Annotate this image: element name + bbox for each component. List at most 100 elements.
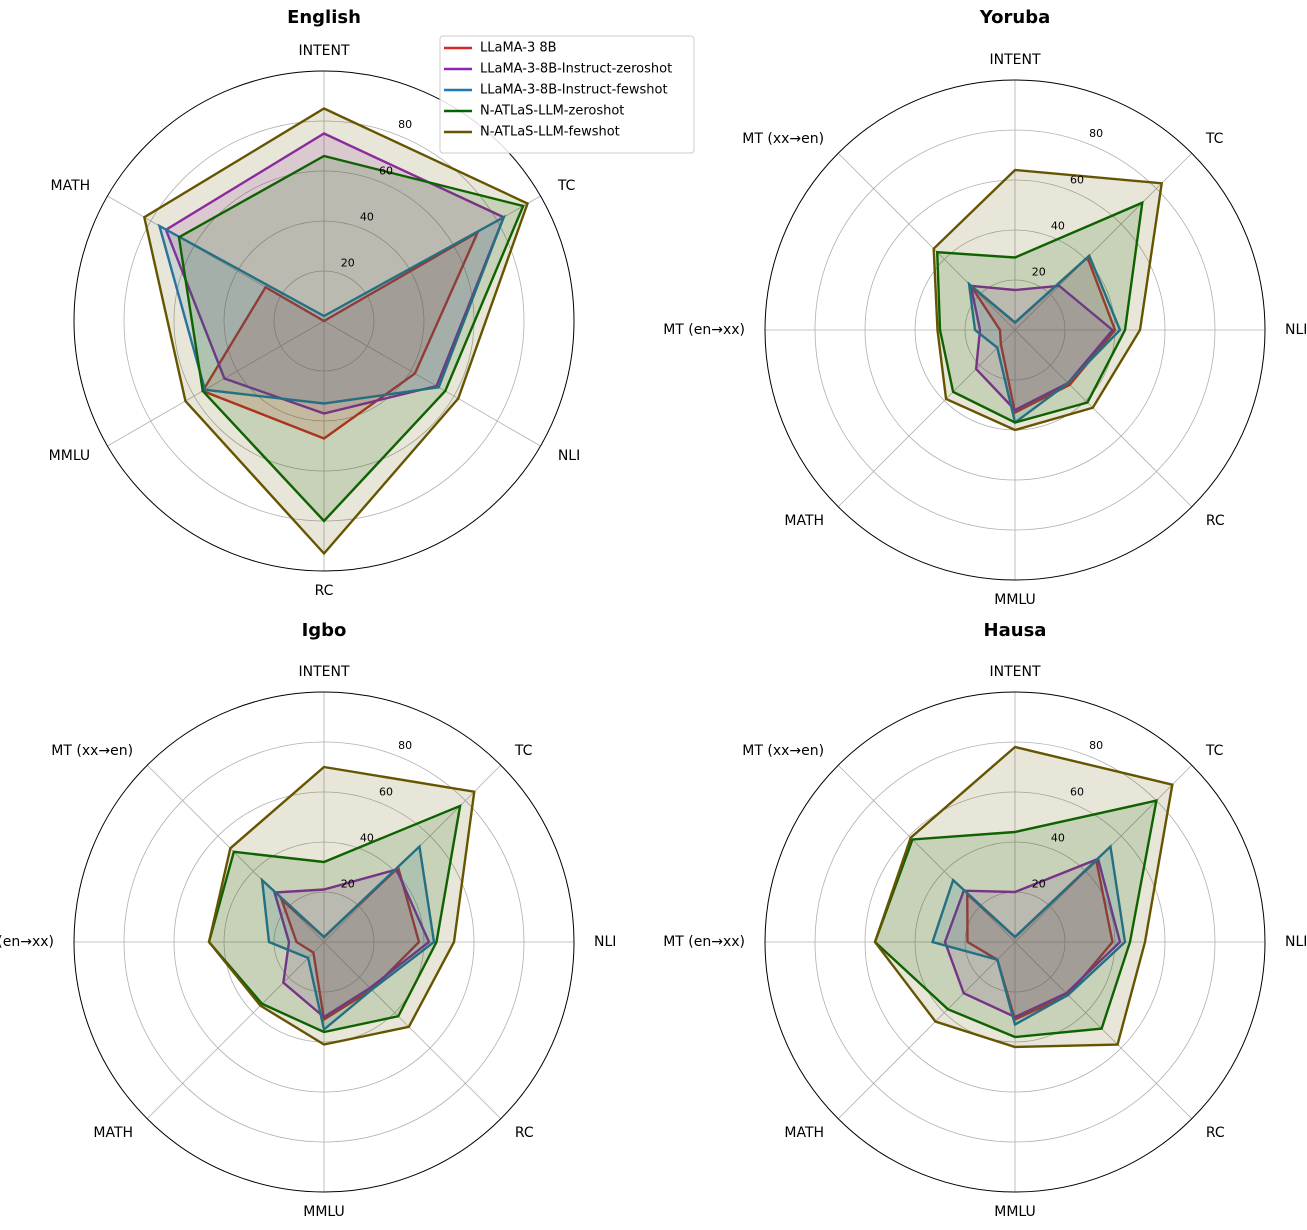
spoke [107,320,325,447]
axis-label: MT (xx→en) [51,743,133,759]
spoke [146,941,325,1120]
spoke [837,152,1016,331]
y-tick-label: 80 [1089,739,1103,752]
axis-label: RC [315,583,334,599]
y-tick-label: 80 [398,739,412,752]
series-line [260,844,436,1032]
spoke [837,764,1016,943]
series-line [272,868,431,1019]
series-area [209,767,475,1045]
series-area [281,867,419,1020]
axis-label: TC [514,743,533,759]
axis-label: TC [557,178,576,194]
series-area [932,846,1125,1025]
y-tick-label: 80 [1089,127,1103,140]
legend-label: LLaMA-3 8B [480,41,557,56]
series-area [933,170,1162,430]
series-line [966,858,1114,1022]
axis-label: MATH [784,1125,824,1141]
radar-panel: INTENT TC NLI RC MMLU MATH 20 40 60 80 English LLaM… [49,7,695,599]
legend-label: LLaMA-3-8B-Instruct-zeroshot [480,62,672,77]
y-tick-label: 40 [360,211,374,224]
y-tick-label: 20 [1032,266,1046,279]
y-tick-label: 60 [379,164,393,177]
axis-label: MT (en→xx) [663,934,745,950]
axis-label: INTENT [298,43,349,59]
chart-title: Igbo [302,620,347,641]
axis-label: RC [515,1125,534,1141]
outer-ring [764,691,1266,1193]
series-area [159,217,504,404]
axis-label: MMLU [994,592,1036,608]
y-tick-label: 60 [1070,785,1084,798]
spoke [837,941,1016,1120]
legend-label: N-ATLaS-LLM-zeroshot [480,104,624,119]
axis-label: NLI [1285,934,1307,950]
series-area [875,747,1173,1047]
series-line [207,765,476,1046]
series-area [165,133,504,414]
y-tick-label: 80 [398,118,412,131]
legend-label: N-ATLaS-LLM-fewshot [480,125,620,140]
axis-label: MT (en→xx) [663,322,745,338]
y-tick-label: 20 [341,878,355,891]
radar-panel: INTENT TC NLI RC MMLU MATH MT (en→xx) MT (xx→en… [663,7,1307,608]
spoke [323,320,541,447]
series-line [142,107,530,556]
axis-label: MATH [93,1125,133,1141]
y-tick-label: 20 [341,257,355,270]
spoke [1014,329,1193,508]
axis-label: TC [1205,743,1224,759]
series-area [262,846,434,1030]
legend-box [439,35,695,154]
axis-label: MATH [51,178,91,194]
series-line [935,200,1144,424]
outer-ring [73,691,575,1193]
y-tick-label: 60 [379,785,393,798]
axis-label: INTENT [298,664,349,680]
series-line [930,844,1127,1027]
legend-label: LLaMA-3-8B-Instruct-fewshot [480,83,668,98]
series-area [969,255,1120,423]
spoke [1014,941,1193,1120]
series-line [157,214,506,405]
axis-label: MMLU [49,448,91,464]
axis-label: MT (xx→en) [742,131,824,147]
chart-title: Yoruba [979,7,1050,28]
axis-label: INTENT [989,664,1040,680]
series-area [875,800,1157,1037]
series-area [937,202,1143,423]
radar-panel: INTENT TC NLI RC MMLU MATH MT (en→xx) MT (xx→en… [0,620,616,1220]
axis-label: TC [1205,131,1224,147]
series-line [873,799,1158,1039]
series-line [177,154,525,523]
axis-label: RC [1206,1125,1225,1141]
y-tick-label: 20 [1032,878,1046,891]
series-area [970,285,1113,410]
axis-label: NLI [594,934,616,950]
y-tick-label: 60 [1070,173,1084,186]
y-tick-label: 40 [1051,832,1065,845]
legend: LLaMA-3 8B LLaMA-3-8B-Instruct-zeroshot LL… [439,35,695,154]
chart-title: Hausa [984,620,1047,641]
axis-label: MMLU [303,1204,345,1220]
chart-title: English [287,7,361,28]
series-area [945,858,1120,1017]
series-line [943,857,1122,1019]
series-area [970,257,1115,413]
spoke [837,329,1016,508]
y-tick-label: 40 [1051,220,1065,233]
outer-ring [73,70,575,572]
series-line [873,745,1174,1049]
series-line [969,284,1115,412]
series-line [278,865,421,1022]
axis-label: MT (xx→en) [742,743,824,759]
axis-label: NLI [1285,322,1307,338]
axis-label: RC [1206,513,1225,529]
spoke [323,941,502,1120]
axis-label: MATH [784,513,824,529]
series-area [178,156,524,521]
y-tick-label: 40 [360,832,374,845]
series-line [207,803,462,1034]
axis-label: INTENT [989,52,1040,68]
